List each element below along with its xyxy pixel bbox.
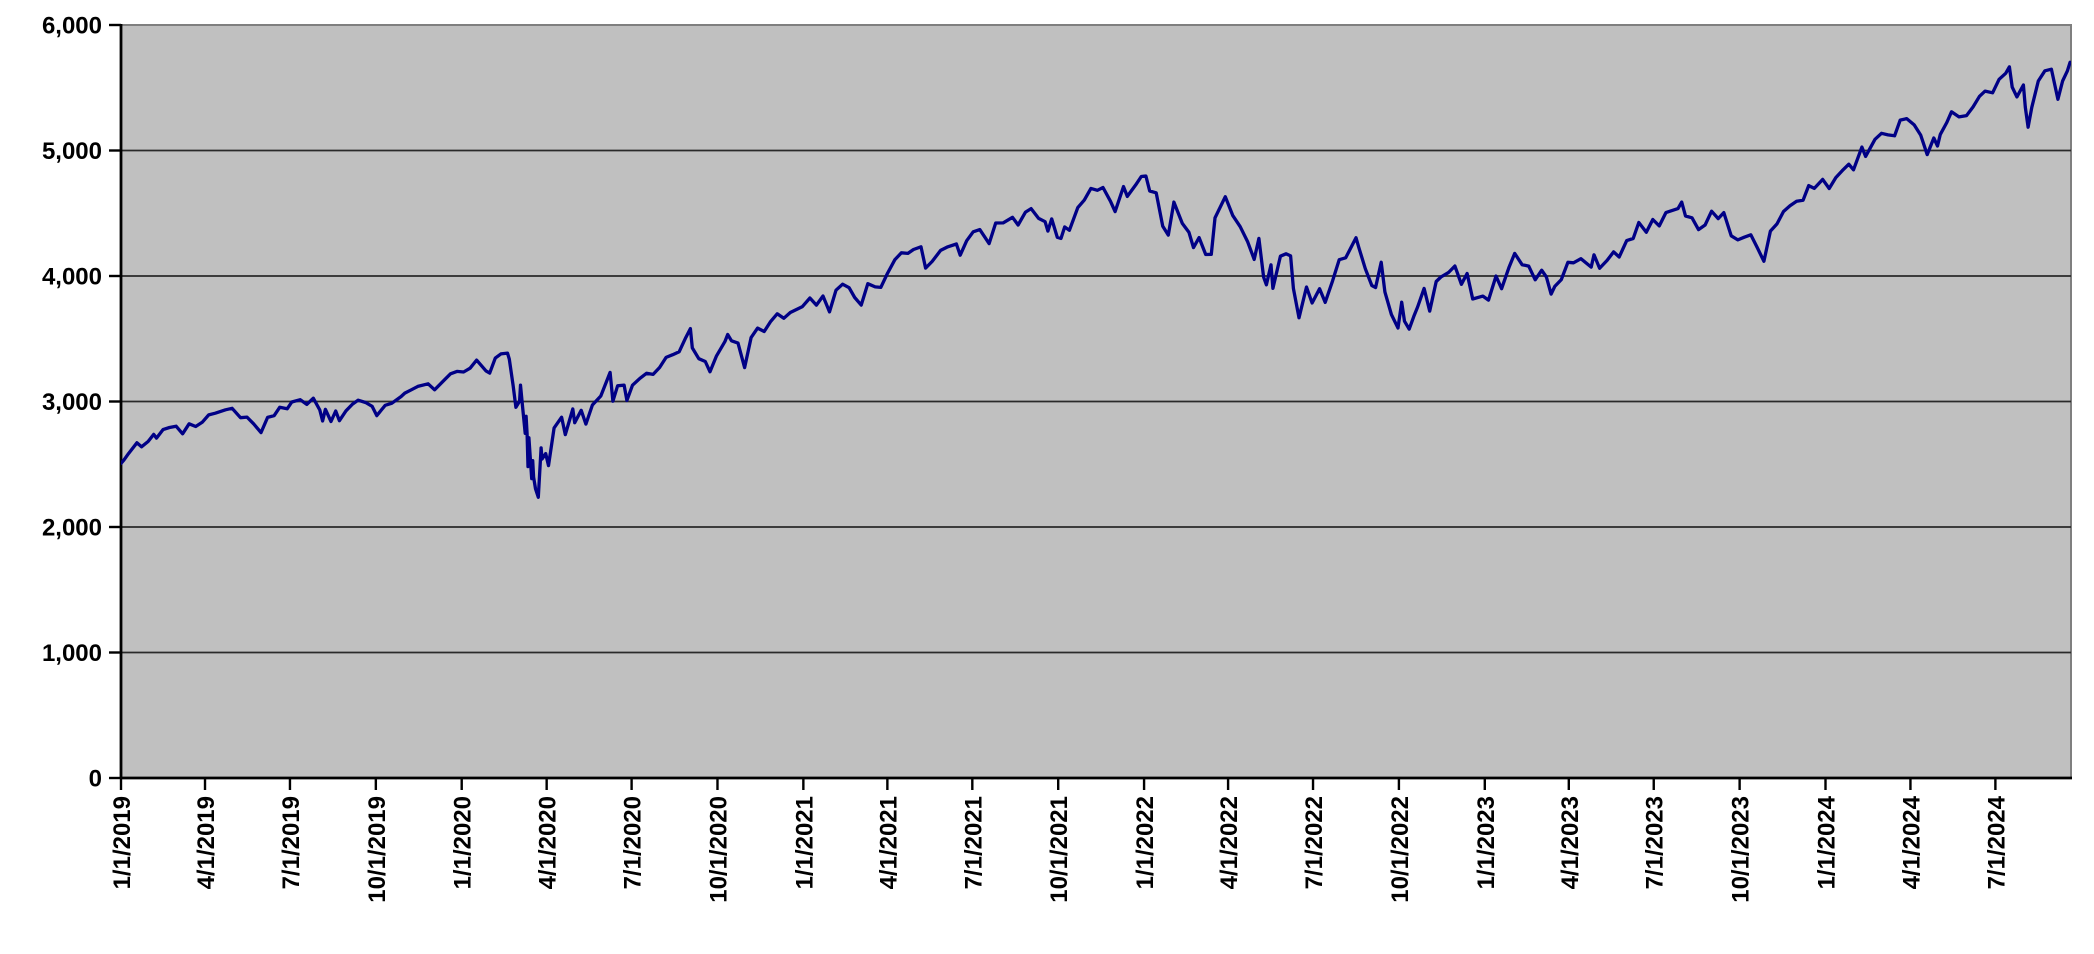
y-tick-label: 2,000: [42, 515, 102, 542]
x-tick-label: 1/1/2024: [1813, 795, 1840, 889]
x-tick-label: 4/1/2020: [535, 796, 562, 889]
x-tick-label: 1/1/2022: [1132, 796, 1159, 889]
y-tick-label: 3,000: [42, 389, 102, 416]
x-axis-labels: 1/1/2019 4/1/2019 7/1/2019 10/1/2019 1/1/202…: [109, 778, 2010, 903]
x-tick-label: 7/1/2020: [620, 796, 647, 889]
gridlines: [121, 149, 2071, 654]
y-tick-label: 4,000: [42, 264, 102, 291]
x-tick-label: 10/1/2023: [1728, 796, 1755, 903]
x-tick-label: 7/1/2021: [960, 796, 987, 889]
x-tick-label: 7/1/2022: [1301, 796, 1328, 889]
x-tick-label: 1/1/2019: [109, 796, 136, 889]
x-tick-label: 7/1/2019: [278, 796, 305, 889]
x-tick-label: 1/1/2021: [791, 796, 818, 889]
y-tick-label: 6,000: [42, 13, 102, 40]
x-tick-label: 1/1/2023: [1473, 796, 1500, 889]
x-tick-label: 4/1/2022: [1216, 796, 1243, 889]
y-axis-labels: 0 1,000 2,000 3,000 4,000 5,000 6,000: [42, 13, 121, 793]
y-tick-label: 0: [89, 766, 102, 793]
x-tick-label: 4/1/2019: [193, 796, 220, 889]
y-tick-label: 1,000: [42, 640, 102, 667]
x-tick-label: 4/1/2024: [1898, 795, 1925, 889]
x-tick-label: 4/1/2021: [875, 796, 902, 889]
x-tick-label: 10/1/2020: [705, 796, 732, 903]
x-tick-label: 10/1/2021: [1046, 796, 1073, 903]
price-line: [121, 60, 2071, 499]
x-tick-label: 10/1/2022: [1387, 796, 1414, 903]
x-tick-label: 10/1/2019: [364, 796, 391, 903]
x-tick-label: 1/1/2020: [450, 796, 477, 889]
x-tick-label: 7/1/2024: [1983, 795, 2010, 889]
y-tick-label: 5,000: [42, 138, 102, 165]
x-tick-label: 4/1/2023: [1557, 796, 1584, 889]
x-tick-label: 7/1/2023: [1642, 796, 1669, 889]
